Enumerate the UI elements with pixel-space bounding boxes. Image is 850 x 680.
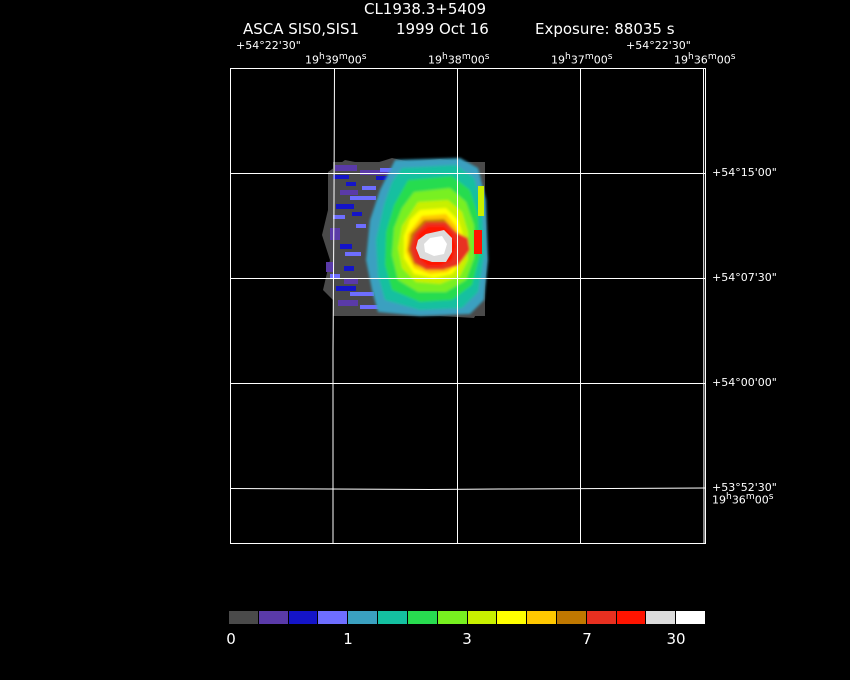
colorbar-swatch	[288, 611, 319, 624]
colorbar-swatch	[527, 611, 557, 624]
ra-tick-label: 19h39m00s	[305, 51, 367, 67]
colorbar-swatch	[258, 611, 289, 624]
colorbar-label: 30	[666, 630, 686, 648]
colorbar-swatch	[467, 611, 498, 624]
dec-tick-label: +54°15'00"	[712, 166, 777, 179]
colorbar-label: 0	[226, 630, 236, 648]
colorbar-label: 7	[582, 630, 592, 648]
dec-tick-label: +53°52'30"	[712, 481, 777, 494]
plot-frame	[230, 68, 706, 544]
colorbar-swatch	[497, 611, 528, 624]
colorbar-label: 1	[343, 630, 353, 648]
image-title: CL1938.3+5409	[363, 0, 487, 18]
colorbar-swatch	[378, 611, 408, 624]
ra-tick-label: 19h37m00s	[551, 51, 613, 67]
colorbar-swatch	[348, 611, 379, 624]
colorbar-swatch	[229, 611, 259, 624]
dec-tick-label: +54°07'30"	[712, 271, 777, 284]
colorbar-swatch	[407, 611, 438, 624]
exposure-label: Exposure: 88035 s	[535, 20, 675, 38]
dec-tick-label: +54°00'00"	[712, 376, 777, 389]
colorbar-swatch	[616, 611, 647, 624]
colorbar-swatch	[437, 611, 468, 624]
colorbar	[229, 611, 706, 624]
ra-tick-label: 19h36m00s	[712, 491, 774, 507]
observation-date: 1999 Oct 16	[396, 20, 489, 38]
colorbar-swatch	[676, 611, 706, 624]
colorbar-swatch	[318, 611, 349, 624]
ra-tick-label: 19h36m00s	[674, 51, 736, 67]
colorbar-swatch	[646, 611, 677, 624]
instrument-label: ASCA SIS0,SIS1	[243, 20, 360, 38]
colorbar-swatch	[556, 611, 587, 624]
ra-tick-label: 19h38m00s	[428, 51, 490, 67]
coordinate-grid	[229, 67, 707, 545]
top-left-dec-label: +54°22'30"	[236, 39, 301, 52]
colorbar-swatch	[586, 611, 617, 624]
xray-emission-map	[322, 158, 488, 318]
top-right-dec-label: +54°22'30"	[626, 39, 691, 52]
colorbar-label: 3	[462, 630, 472, 648]
